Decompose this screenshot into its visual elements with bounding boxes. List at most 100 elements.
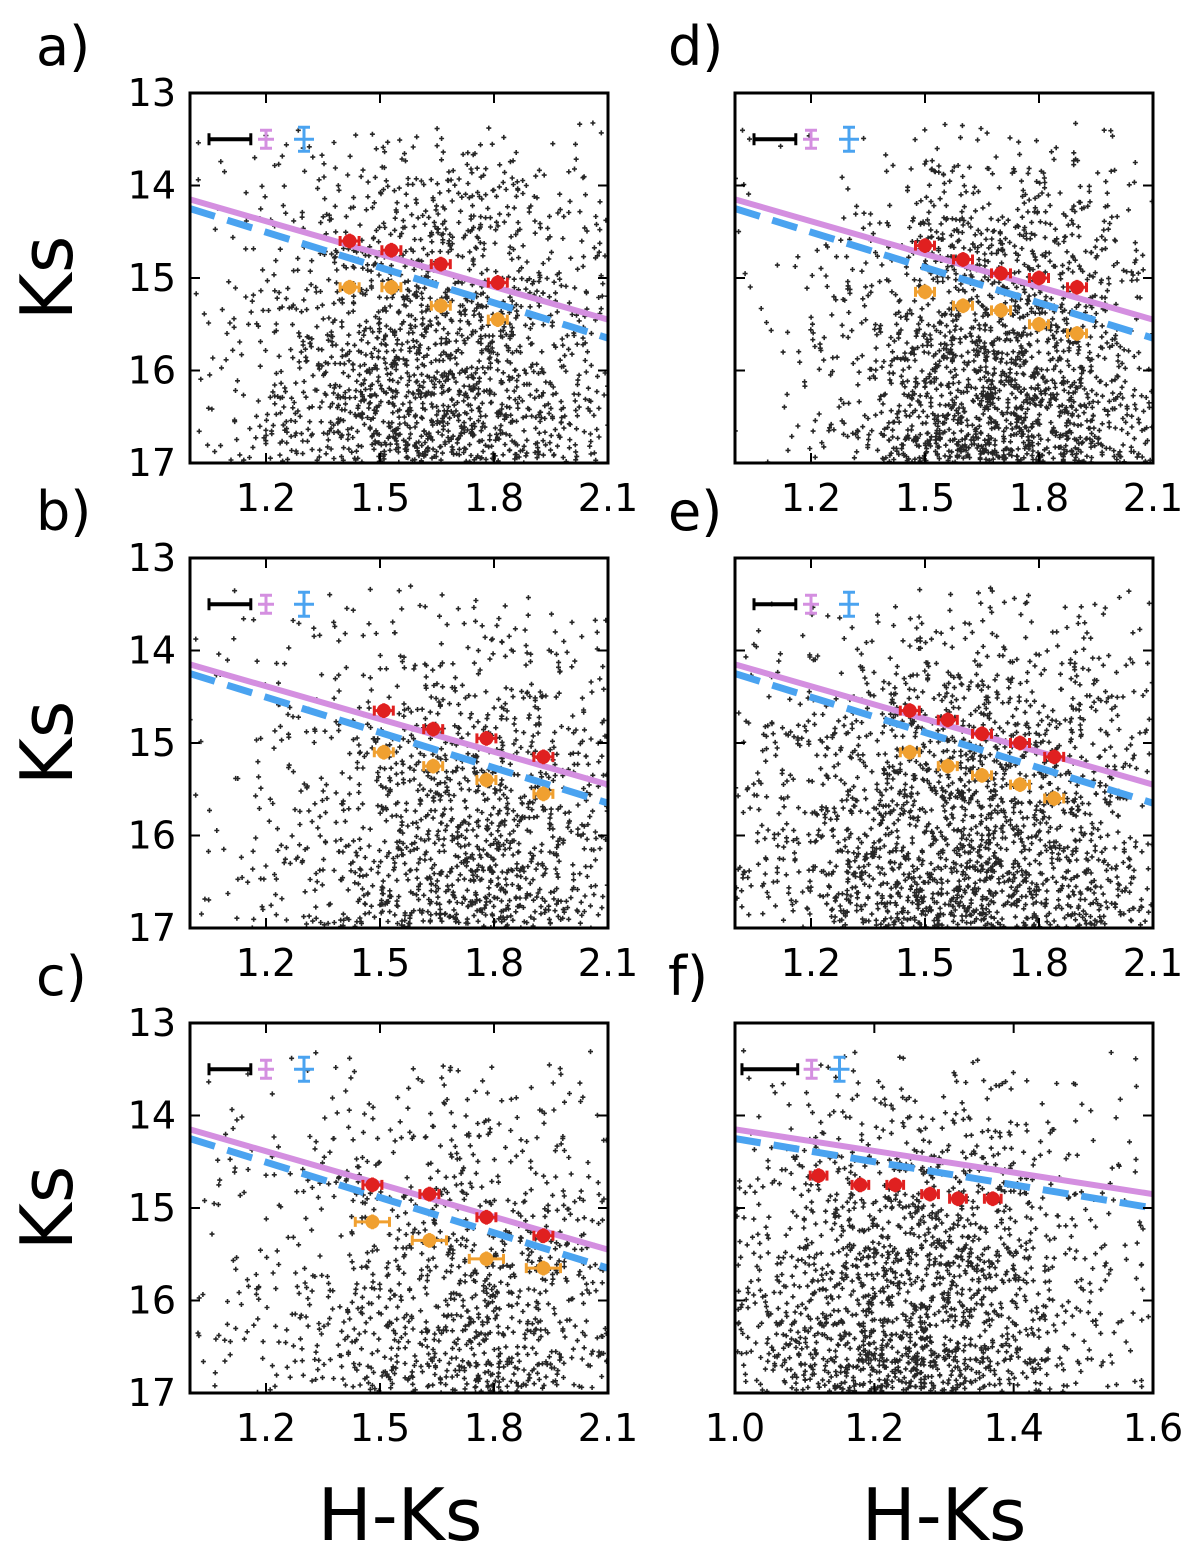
dashed-line-b xyxy=(190,670,608,807)
orange-point-marker xyxy=(994,303,1008,318)
star-crosses-d xyxy=(735,120,1153,463)
error-sample-pink-e xyxy=(803,593,819,615)
error-sample-pink-c xyxy=(258,1058,274,1080)
panel-letter-a: a) xyxy=(36,15,90,78)
orange-point-c xyxy=(410,1232,448,1248)
plot-area-d xyxy=(735,120,1153,463)
orange-point-e xyxy=(936,758,959,774)
orange-point-marker xyxy=(365,1214,380,1229)
x-axis-title-right: H-Ks xyxy=(862,1473,1027,1557)
red-point-marker xyxy=(490,275,505,290)
orange-point-e xyxy=(898,744,921,760)
orange-point-e xyxy=(1009,777,1031,793)
y-axis-title-c: Ks xyxy=(5,1166,89,1251)
red-point-marker xyxy=(940,712,955,727)
orange-point-marker xyxy=(426,759,441,774)
y-tick-label-c: 13 xyxy=(128,1001,176,1045)
red-point-marker xyxy=(975,726,989,741)
panel-letter-d: d) xyxy=(668,15,723,78)
x-tick-label-e: 1.8 xyxy=(1009,941,1069,985)
red-point-marker xyxy=(1013,736,1027,750)
x-tick-label-e: 1.5 xyxy=(895,941,955,985)
red-point-marker xyxy=(342,234,357,248)
orange-point-marker xyxy=(536,1261,551,1276)
orange-point-marker xyxy=(940,759,955,774)
orange-point-d xyxy=(1028,316,1050,332)
red-point-d xyxy=(914,238,936,254)
red-point-c xyxy=(475,1209,498,1225)
red-point-a xyxy=(338,233,361,249)
red-point-marker xyxy=(376,703,391,718)
red-point-e xyxy=(1009,735,1031,751)
y-tick-label-a: 15 xyxy=(128,256,176,300)
x-tick-label-f: 1.2 xyxy=(844,1406,904,1450)
red-point-marker xyxy=(1070,280,1084,295)
solid-line-d xyxy=(735,196,1153,323)
red-point-marker xyxy=(888,1177,903,1192)
red-point-f xyxy=(850,1177,871,1193)
dashed-line-e xyxy=(735,670,1153,807)
x-tick-label-d: 1.5 xyxy=(895,476,955,520)
orange-point-marker xyxy=(422,1233,437,1248)
error-sample-black-c xyxy=(207,1063,253,1076)
orange-point-marker xyxy=(918,284,932,299)
red-point-d xyxy=(990,265,1012,281)
y-tick-label-c: 14 xyxy=(128,1094,176,1138)
x-tick-label-a: 1.5 xyxy=(350,476,410,520)
plot-area-a xyxy=(190,120,608,463)
red-point-marker xyxy=(384,243,399,258)
orange-point-d xyxy=(952,298,974,314)
red-point-marker xyxy=(950,1191,965,1206)
star-crosses-f xyxy=(735,1048,1151,1393)
x-tick-label-e: 1.2 xyxy=(781,941,841,985)
error-sample-blue-c xyxy=(294,1055,314,1083)
red-point-f xyxy=(982,1191,1003,1207)
error-sample-blue-d xyxy=(839,125,859,153)
orange-point-marker xyxy=(1070,326,1084,341)
x-tick-label-b: 1.8 xyxy=(464,941,524,985)
x-tick-label-b: 1.5 xyxy=(350,941,410,985)
x-tick-label-f: 1.4 xyxy=(983,1406,1043,1450)
solid-line-a xyxy=(190,196,608,323)
error-sample-black-d xyxy=(752,133,798,146)
red-point-marker xyxy=(536,749,551,764)
orange-point-marker xyxy=(1013,777,1027,792)
red-point-d xyxy=(952,252,974,267)
red-point-f xyxy=(885,1177,906,1193)
x-tick-label-b: 2.1 xyxy=(578,941,638,985)
x-tick-label-f: 1.6 xyxy=(1123,1406,1183,1450)
y-tick-label-c: 15 xyxy=(128,1186,176,1230)
orange-point-b xyxy=(532,786,555,802)
red-point-b xyxy=(475,730,498,746)
orange-point-c xyxy=(524,1260,562,1276)
y-axis-title-a: Ks xyxy=(5,236,89,321)
orange-point-marker xyxy=(536,786,551,801)
y-tick-label-b: 16 xyxy=(128,814,176,858)
star-crosses-a xyxy=(193,120,608,463)
red-point-f xyxy=(920,1186,940,1202)
red-point-e xyxy=(936,712,959,728)
red-point-marker xyxy=(956,252,970,267)
orange-point-d xyxy=(990,302,1012,318)
error-sample-black-e xyxy=(752,598,798,611)
red-point-marker xyxy=(365,1177,380,1192)
error-sample-blue-b xyxy=(294,590,314,618)
red-point-e xyxy=(971,726,993,742)
x-tick-label-b: 1.2 xyxy=(236,941,296,985)
orange-point-marker xyxy=(433,298,448,313)
orange-point-marker xyxy=(479,773,494,787)
red-point-marker xyxy=(1032,271,1046,285)
error-sample-pink-b xyxy=(258,593,274,615)
orange-point-marker xyxy=(490,312,505,327)
dashed-line-d xyxy=(735,205,1153,342)
solid-line-b xyxy=(190,661,608,788)
red-point-marker xyxy=(923,1187,938,1202)
orange-point-e xyxy=(971,767,993,783)
error-sample-black-a xyxy=(207,133,253,146)
orange-point-c xyxy=(467,1251,505,1267)
red-point-c xyxy=(418,1186,441,1202)
red-point-marker xyxy=(853,1177,868,1192)
red-point-c xyxy=(532,1228,555,1244)
panel-letter-c: c) xyxy=(36,945,87,1008)
red-point-e xyxy=(1043,749,1066,765)
